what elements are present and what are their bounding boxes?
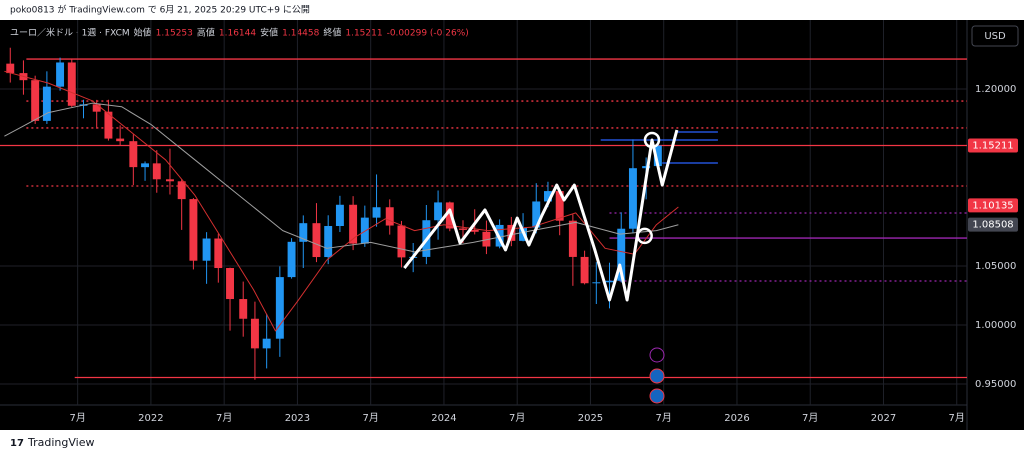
candle-body	[177, 181, 186, 200]
candle-body	[642, 166, 651, 169]
candle-body	[67, 62, 76, 106]
x-tick-label: 2022	[138, 413, 163, 424]
candle-body	[116, 138, 125, 142]
candle-body	[202, 238, 211, 261]
candle-body	[262, 338, 271, 349]
price-label: 1.15211	[972, 141, 1013, 152]
candle-body	[287, 241, 296, 278]
legend: ユーロ／米ドル · 1週 · FXCM 始値 1.15253 高値 1.16144 安値 1…	[10, 27, 469, 39]
y-tick-label: 0.95000	[975, 379, 1016, 390]
candle-body	[360, 217, 369, 244]
y-tick-label: 1.05000	[975, 261, 1016, 272]
candle-body	[470, 229, 479, 232]
candle-body	[275, 277, 284, 339]
candle-body	[532, 201, 541, 228]
candle-body	[214, 238, 223, 269]
candle-body	[152, 163, 161, 180]
ohlc-value: 1.15211	[345, 29, 382, 39]
candle-body	[165, 179, 174, 182]
ohlc-value: 1.15253	[156, 29, 193, 39]
x-tick-label: 7月	[69, 412, 85, 424]
candle-body	[434, 202, 443, 221]
y-tick-label: 1.00000	[975, 320, 1016, 331]
ohlc-value: 1.14458	[282, 29, 319, 39]
x-tick-label: 2025	[578, 413, 603, 424]
x-tick-label: 2026	[724, 413, 749, 424]
event-icon[interactable]	[649, 388, 665, 404]
candle-body	[299, 223, 308, 242]
candle-body	[189, 199, 198, 261]
x-tick-label: 7月	[509, 412, 525, 424]
price-label-box	[968, 198, 1018, 213]
candle-body	[226, 268, 234, 300]
candle-body	[129, 141, 138, 168]
x-tick-label: 7月	[216, 412, 232, 424]
candle-body	[568, 220, 577, 257]
candle-body	[250, 318, 259, 349]
price-label: 1.08508	[972, 220, 1013, 231]
candle-body	[482, 231, 491, 247]
x-tick-label: 2027	[871, 413, 896, 424]
candle-body	[617, 228, 626, 281]
candle-body	[6, 63, 15, 74]
candle-body	[31, 80, 40, 121]
x-tick-label: 7月	[656, 412, 672, 424]
candle-body	[312, 223, 321, 258]
event-icon[interactable]	[649, 368, 665, 384]
candle-body	[580, 256, 589, 284]
candle-body	[335, 204, 344, 227]
candle-body	[628, 168, 637, 229]
candle-body	[239, 299, 248, 319]
x-tick-label: 7月	[802, 412, 818, 424]
price-label-box	[968, 217, 1018, 232]
candle-body	[543, 191, 552, 202]
top-bar	[0, 0, 1024, 20]
line-series	[4, 102, 679, 253]
ohlc-label: 安値	[260, 27, 278, 39]
candle-body	[555, 191, 564, 221]
ohlc-value: 1.16144	[219, 29, 256, 39]
currency[interactable]: USD	[984, 31, 1006, 42]
x-tick-label: 7月	[949, 412, 965, 424]
price-label: 1.10135	[972, 200, 1013, 211]
candle-body	[324, 226, 333, 258]
candle-body	[141, 163, 150, 168]
candle-body	[349, 204, 358, 244]
candle-body	[385, 207, 394, 226]
candle-body	[592, 282, 601, 284]
y-tick-label: 1.20000	[975, 84, 1016, 95]
highlight-circle	[636, 227, 653, 245]
candle-body	[42, 86, 51, 121]
footer-bar	[0, 430, 1024, 457]
ohlc-label: 高値	[197, 27, 215, 39]
candle-body	[445, 202, 454, 229]
price-label-box	[968, 138, 1018, 153]
candle-body	[397, 225, 406, 258]
ohlc-label: 終値	[323, 27, 341, 39]
candle-body	[372, 207, 381, 218]
candle-body	[104, 111, 113, 139]
symbol: ユーロ／米ドル · 1週 · FXCM	[10, 27, 130, 39]
candle-body	[459, 228, 467, 230]
line-series	[4, 70, 679, 332]
footer-brand: TradingView	[27, 436, 94, 449]
logo-mark: 17	[10, 438, 24, 449]
change: -0.00299 (-0.26%)	[387, 29, 469, 39]
currency-button[interactable]	[971, 25, 1019, 47]
candle-body	[56, 62, 65, 87]
x-tick-label: 2024	[431, 413, 456, 424]
published-note: poko0813 が TradingView.com で 6月 21, 2025…	[10, 4, 310, 16]
candle-body	[605, 280, 614, 283]
plot	[0, 20, 967, 405]
highlight-circle	[643, 131, 661, 149]
x-tick-label: 7月	[362, 412, 378, 424]
candle-body	[653, 145, 662, 167]
event-icon[interactable]	[649, 347, 665, 363]
candle-body	[92, 104, 101, 112]
ohlc-label: 始値	[134, 27, 152, 39]
x-tick-label: 2023	[285, 413, 310, 424]
